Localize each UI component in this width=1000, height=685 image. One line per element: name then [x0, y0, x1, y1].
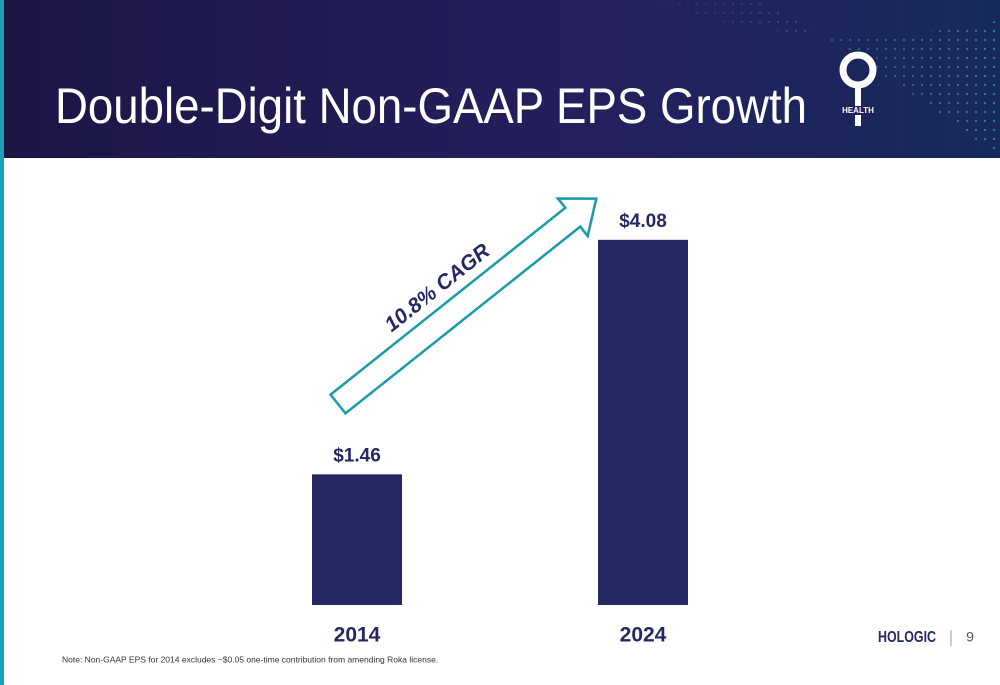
left-edge — [0, 0, 4, 685]
bar — [312, 474, 402, 605]
value-label: $4.08 — [619, 211, 667, 232]
health-logo: HEALTH — [839, 51, 877, 126]
category-label: 2024 — [620, 624, 667, 647]
footnote: Note: Non-GAAP EPS for 2014 excludes ~$0… — [62, 654, 438, 664]
bar — [598, 239, 688, 605]
page-number: 9 — [966, 629, 974, 645]
badge-text: HEALTH — [842, 106, 874, 115]
chart-title: Double-Digit Non-GAAP EPS Growth — [55, 78, 807, 134]
value-label: $1.46 — [333, 445, 381, 466]
brand-logo: HOLOGIC — [878, 629, 936, 646]
cagr-arrow: 10.8% CAGR — [328, 197, 598, 416]
header-dots — [640, 0, 1000, 158]
category-label: 2014 — [334, 624, 381, 647]
header-band — [0, 0, 1000, 158]
